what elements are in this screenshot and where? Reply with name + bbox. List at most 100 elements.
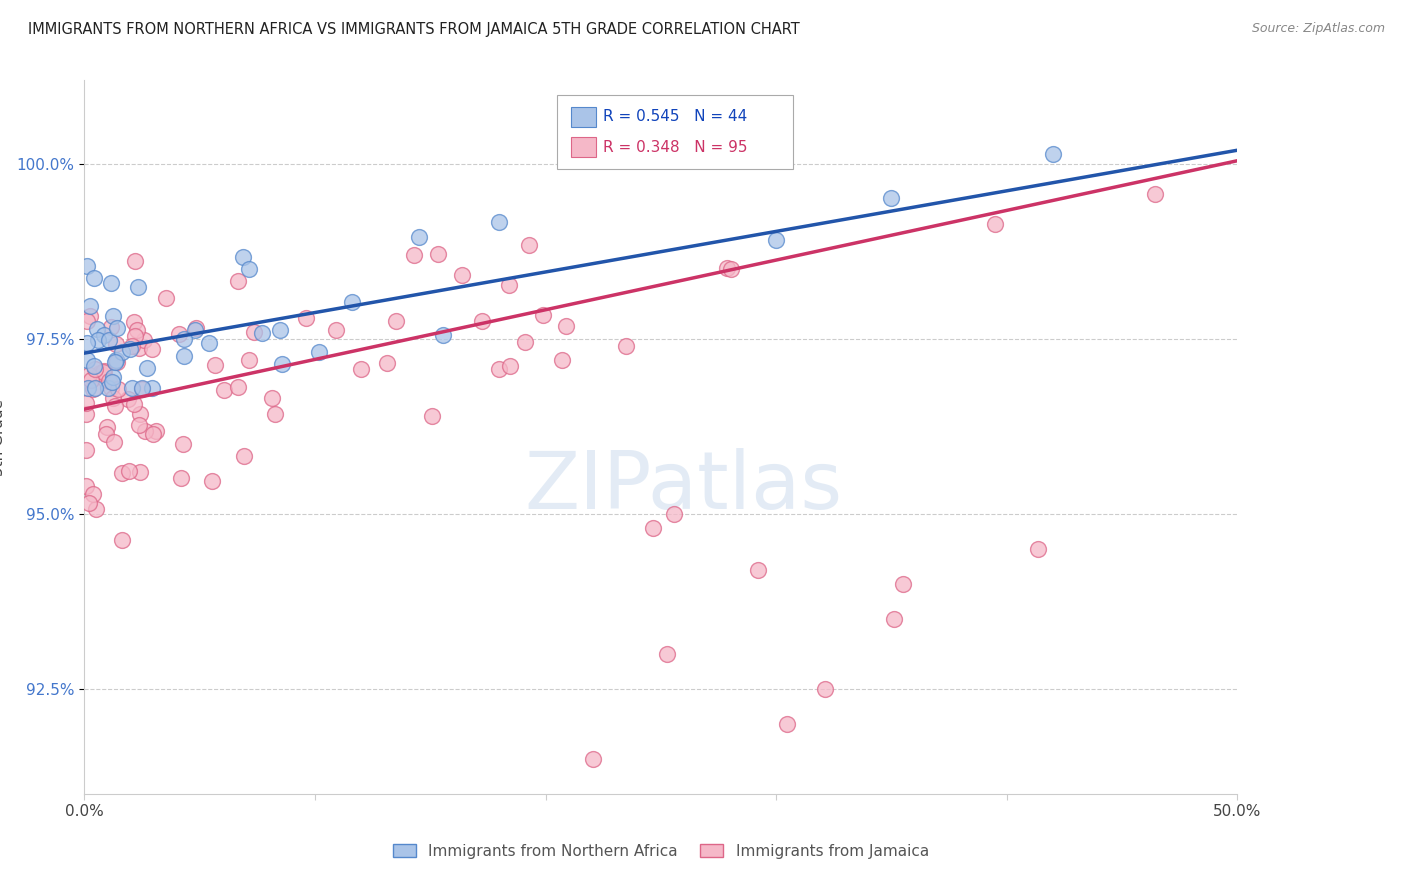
Point — [87, 333, 110, 347]
Point — [141, 381, 163, 395]
Point — [84, 361, 107, 376]
Point — [1028, 541, 1050, 556]
Point — [204, 358, 226, 372]
Point — [212, 383, 235, 397]
Point — [450, 268, 472, 283]
Bar — [571, 107, 596, 127]
Point — [269, 323, 291, 337]
Point — [155, 291, 177, 305]
Point — [145, 424, 167, 438]
Point — [198, 336, 221, 351]
Point — [124, 253, 146, 268]
Point — [716, 260, 738, 275]
Point — [172, 437, 194, 451]
Point — [883, 612, 905, 626]
Point — [432, 328, 454, 343]
Point — [107, 382, 129, 396]
Point — [408, 229, 430, 244]
Text: IMMIGRANTS FROM NORTHERN AFRICA VS IMMIGRANTS FROM JAMAICA 5TH GRADE CORRELATION: IMMIGRANTS FROM NORTHERN AFRICA VS IMMIG… — [28, 22, 800, 37]
Point — [776, 717, 799, 731]
Point — [655, 647, 678, 661]
Point — [100, 381, 122, 395]
Point — [117, 392, 139, 407]
Point — [550, 352, 572, 367]
Point — [76, 314, 98, 328]
Point — [97, 381, 120, 395]
Point — [128, 418, 150, 433]
Point — [83, 359, 105, 374]
Point — [121, 381, 143, 395]
Point — [173, 349, 195, 363]
Point — [232, 449, 254, 463]
Point — [105, 321, 128, 335]
Point — [765, 233, 787, 247]
Point — [891, 577, 914, 591]
Point — [104, 355, 127, 369]
Point — [533, 308, 555, 322]
Point — [129, 465, 152, 479]
Point — [96, 419, 118, 434]
Point — [100, 276, 122, 290]
Point — [122, 315, 145, 329]
Point — [238, 352, 260, 367]
Point — [104, 400, 127, 414]
Point — [141, 343, 163, 357]
Point — [250, 326, 273, 340]
Point — [84, 381, 107, 395]
Point — [76, 259, 98, 273]
Point — [517, 237, 540, 252]
Point — [664, 507, 686, 521]
Point — [420, 409, 443, 423]
Point — [128, 407, 150, 421]
Point — [720, 261, 742, 276]
Point — [84, 502, 107, 516]
Point — [426, 246, 449, 260]
Point — [103, 435, 125, 450]
Text: R = 0.545   N = 44: R = 0.545 N = 44 — [603, 109, 748, 124]
Point — [1143, 187, 1166, 202]
Point — [76, 381, 98, 395]
Point — [128, 342, 150, 356]
Point — [488, 362, 510, 376]
Point — [226, 379, 249, 393]
Point — [499, 359, 522, 373]
Point — [747, 563, 769, 577]
Point — [375, 356, 398, 370]
Point — [89, 366, 111, 380]
Point — [120, 342, 142, 356]
Point — [124, 329, 146, 343]
Point — [271, 357, 294, 371]
Point — [340, 294, 363, 309]
Point — [105, 337, 128, 351]
Point — [79, 309, 101, 323]
Point — [173, 332, 195, 346]
Point — [93, 327, 115, 342]
Point — [582, 752, 605, 766]
Point — [79, 299, 101, 313]
Point — [232, 250, 254, 264]
Point — [100, 319, 122, 334]
Point — [325, 323, 347, 337]
Point — [83, 270, 105, 285]
Point — [127, 280, 149, 294]
Point — [97, 374, 120, 388]
Legend: Immigrants from Northern Africa, Immigrants from Jamaica: Immigrants from Northern Africa, Immigra… — [387, 838, 935, 864]
Point — [641, 521, 664, 535]
Point — [101, 376, 124, 390]
Point — [122, 397, 145, 411]
Point — [308, 345, 330, 359]
Point — [76, 352, 98, 367]
Point — [121, 339, 143, 353]
Point — [1042, 147, 1064, 161]
Point — [75, 396, 97, 410]
Point — [814, 681, 837, 696]
Point — [260, 391, 283, 405]
Point — [103, 309, 125, 323]
Text: Source: ZipAtlas.com: Source: ZipAtlas.com — [1251, 22, 1385, 36]
Point — [75, 442, 97, 457]
Point — [880, 191, 903, 205]
Point — [98, 333, 121, 347]
Point — [111, 344, 134, 359]
Point — [125, 323, 148, 337]
Point — [76, 336, 98, 351]
